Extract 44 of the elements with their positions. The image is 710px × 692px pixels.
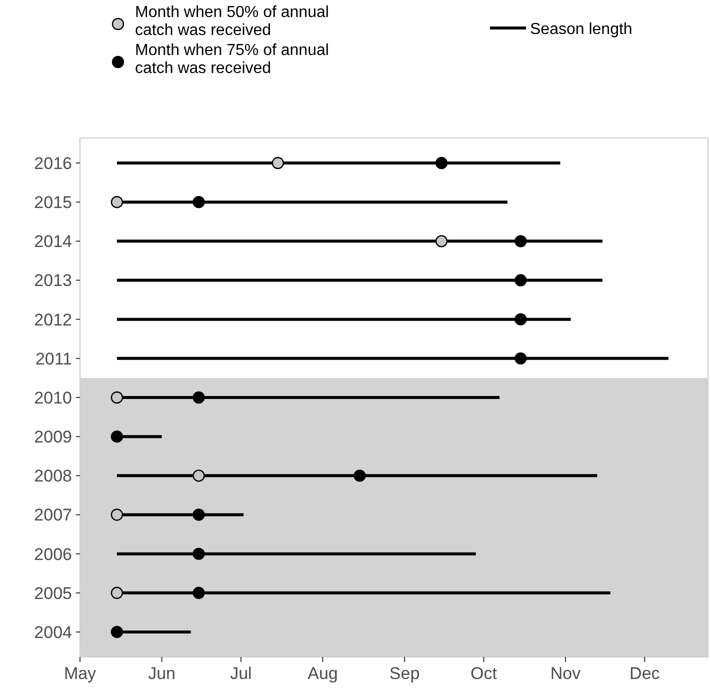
point xyxy=(192,391,205,404)
x-tick-label: Oct xyxy=(470,664,498,683)
point xyxy=(192,470,205,482)
point xyxy=(192,586,205,600)
y-tick-label: 2014 xyxy=(34,232,72,252)
y-tick-label: 2007 xyxy=(34,506,72,525)
x-tick-label: Jul xyxy=(230,664,252,683)
point xyxy=(110,391,124,404)
y-tick-label: 2004 xyxy=(34,622,72,642)
y-tick-label: 2010 xyxy=(34,388,72,408)
point xyxy=(514,313,527,326)
point xyxy=(435,156,448,170)
point xyxy=(435,235,448,248)
x-tick-label: Dec xyxy=(630,664,660,683)
y-tick-label: 2006 xyxy=(34,544,72,564)
point xyxy=(192,508,205,521)
y-tick-label: 2011 xyxy=(35,349,72,368)
y-tick-label: 2016 xyxy=(34,154,72,173)
point xyxy=(514,352,527,365)
y-tick-label: 2005 xyxy=(34,584,72,603)
y-tick-label: 2012 xyxy=(34,310,72,330)
y-tick-label: 2015 xyxy=(34,193,72,212)
y-tick-label: 2008 xyxy=(34,466,72,486)
x-tick-label: Jun xyxy=(148,664,176,683)
point xyxy=(192,548,205,560)
point xyxy=(514,274,527,286)
x-tick-label: May xyxy=(64,664,97,683)
y-tick-label: 2013 xyxy=(34,271,72,290)
point xyxy=(110,626,124,638)
point xyxy=(272,156,284,170)
point xyxy=(110,430,124,443)
x-tick-label: Nov xyxy=(550,664,582,683)
point xyxy=(354,470,366,482)
legend-label: Month when 75% of annual catch was received xyxy=(135,42,329,77)
point xyxy=(110,508,124,521)
point xyxy=(514,235,527,248)
x-tick-label: Aug xyxy=(308,664,338,683)
point xyxy=(110,586,124,600)
x-tick-label: Sep xyxy=(389,664,420,683)
point xyxy=(192,196,205,208)
point xyxy=(110,196,124,208)
legend-label: Month when 50% of annual catch was received xyxy=(135,4,329,39)
legend-label: Season length xyxy=(530,21,632,38)
y-tick-label: 2009 xyxy=(34,428,72,447)
